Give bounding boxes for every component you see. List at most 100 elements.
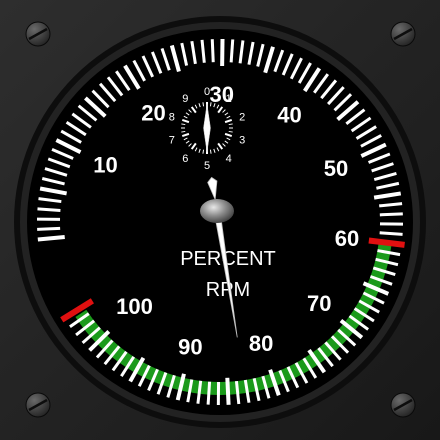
scale-tick <box>156 372 168 395</box>
scale-tick <box>317 347 334 368</box>
scale-tick <box>210 39 215 63</box>
sub-dial-tick <box>224 132 233 137</box>
scale-tick <box>120 355 136 377</box>
scale-tick <box>111 350 128 372</box>
scale-tick <box>206 381 212 405</box>
scale-tick <box>373 191 402 200</box>
scale-tick <box>278 369 290 393</box>
sub-label-8: 8 <box>169 112 175 124</box>
scale-tick <box>286 366 300 389</box>
scale-tick <box>38 197 62 204</box>
sub-dial-tick <box>216 104 220 109</box>
sub-dial-tick <box>181 123 186 126</box>
sub-label-1: 1 <box>226 93 232 105</box>
screw-bottom-left-icon <box>25 392 51 418</box>
scale-tick <box>51 147 74 160</box>
scale-tick <box>234 380 241 405</box>
scale-tick <box>372 266 396 277</box>
main-scale-labels: 10 20 30 40 50 60 70 80 90 100 <box>93 82 359 360</box>
sub-dial-needle <box>203 103 211 153</box>
scale-tick <box>252 377 261 402</box>
scale-tick <box>362 291 385 305</box>
scale-tick <box>362 281 390 296</box>
scale-tick <box>303 67 322 93</box>
scale-tick <box>229 39 235 63</box>
scale-tick <box>379 212 403 217</box>
scale-tick <box>166 374 176 398</box>
scale-tick <box>297 62 312 84</box>
sub-dial-tick <box>198 148 201 153</box>
sub-dial-tick <box>226 115 231 119</box>
scale-tick <box>147 368 159 392</box>
sub-dial-tick <box>216 147 220 152</box>
scale-tick <box>243 379 251 403</box>
sub-dial-tick <box>181 119 190 124</box>
scale-tick <box>55 138 82 154</box>
sub-dial-tick <box>224 140 229 144</box>
scale-label-100: 100 <box>116 294 153 319</box>
scale-tick <box>65 121 87 137</box>
scale-tick <box>379 231 403 236</box>
sub-dial-tick <box>181 130 186 133</box>
sub-dial-tick <box>185 140 190 144</box>
scale-tick <box>336 100 360 122</box>
scale-tick <box>324 341 342 361</box>
scale-tick <box>320 79 338 100</box>
sub-dial-tick <box>194 147 198 152</box>
scale-tick <box>375 257 399 267</box>
sub-label-3: 3 <box>239 134 245 146</box>
scale-tick <box>376 181 400 190</box>
scale-tick <box>337 328 357 347</box>
scale-tick <box>98 82 117 103</box>
scale-tick <box>358 299 380 314</box>
main-scale-ticks <box>36 38 405 406</box>
scale-tick <box>141 55 155 78</box>
scale-tick <box>44 167 68 177</box>
scale-tick <box>196 380 203 404</box>
scale-label-60: 60 <box>335 226 359 251</box>
sub-dial-tick <box>224 112 229 116</box>
scale-tick <box>360 134 382 148</box>
sub-dial-tick <box>202 149 205 154</box>
screw-top-right-icon <box>390 21 416 47</box>
sub-dial-tick <box>209 149 212 154</box>
scale-tick <box>60 129 82 144</box>
scale-tick <box>200 39 206 63</box>
scale-tick <box>377 249 401 257</box>
scale-tick <box>175 373 186 401</box>
scale-tick <box>247 41 255 65</box>
sub-dial-tick <box>217 142 224 150</box>
sub-dial-tick <box>213 148 216 153</box>
scale-tick <box>88 330 111 352</box>
scale-tick <box>106 76 124 97</box>
scale-tick <box>150 51 163 74</box>
scale-tick <box>95 339 114 359</box>
scale-tick <box>302 357 318 379</box>
scale-tick <box>313 73 330 94</box>
scale-tick <box>339 318 364 340</box>
scale-tick <box>128 356 146 383</box>
scale-tick <box>186 379 194 403</box>
sub-label-9: 9 <box>182 93 188 105</box>
sub-label-7: 7 <box>169 134 175 146</box>
sub-label-4: 4 <box>226 153 232 165</box>
sub-dial-tick <box>183 137 188 141</box>
scale-tick <box>263 46 275 74</box>
sub-label-0: 0 <box>204 86 210 98</box>
sub-dial-tick <box>213 103 216 108</box>
scale-tick <box>281 53 294 76</box>
scale-tick <box>37 207 61 212</box>
scale-tick <box>238 40 245 64</box>
scale-tick <box>273 49 285 73</box>
scale-tick <box>103 345 121 366</box>
sub-dial-tick <box>190 142 197 150</box>
sub-dial-tick <box>228 123 233 126</box>
scale-tick <box>41 177 65 186</box>
scale-tick <box>190 40 197 65</box>
sub-dial-tick <box>224 119 233 124</box>
scale-label-40: 40 <box>277 103 301 128</box>
caption-percent: PERCENT <box>180 248 276 270</box>
scale-tick <box>77 104 98 122</box>
scale-tick <box>353 307 375 323</box>
